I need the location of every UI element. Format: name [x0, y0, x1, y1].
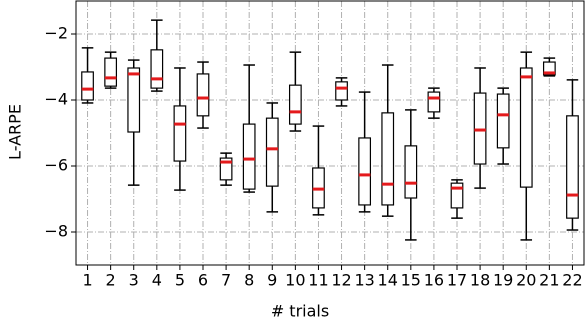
box	[381, 112, 395, 206]
box	[288, 84, 302, 125]
x-tick-label: 12	[331, 271, 351, 290]
box	[242, 123, 256, 190]
y-axis-label: L-ARPE	[6, 104, 25, 160]
x-tick-label: 11	[308, 271, 328, 290]
x-tick-label: 2	[106, 271, 116, 290]
x-tick-label: 22	[562, 271, 582, 290]
y-tick-label: −8	[44, 222, 68, 241]
x-tick-label: 10	[285, 271, 305, 290]
box	[150, 49, 164, 89]
x-tick-label: 1	[82, 271, 92, 290]
x-tick-label: 17	[447, 271, 467, 290]
x-tick-label: 9	[267, 271, 277, 290]
box	[427, 91, 441, 113]
x-tick-label: 7	[221, 271, 231, 290]
x-tick-label: 21	[539, 271, 559, 290]
box	[496, 93, 510, 149]
box	[519, 67, 533, 188]
x-tick-label: 13	[354, 271, 374, 290]
x-tick-label: 20	[516, 271, 536, 290]
x-tick-label: 14	[378, 271, 398, 290]
y-tick-label: −4	[44, 90, 68, 109]
y-tick-label: −2	[44, 24, 68, 43]
box	[566, 115, 579, 219]
box	[450, 182, 464, 209]
x-tick-label: 18	[470, 271, 490, 290]
x-tick-label: 6	[198, 271, 208, 290]
x-axis-label: # trials	[271, 302, 329, 321]
box	[219, 157, 233, 181]
box	[335, 81, 348, 101]
x-tick-label: 15	[401, 271, 421, 290]
box	[265, 117, 279, 187]
y-tick-label: −6	[44, 156, 68, 175]
box	[173, 105, 187, 162]
x-tick-label: 16	[424, 271, 444, 290]
x-tick-label: 5	[175, 271, 185, 290]
box	[81, 71, 94, 101]
plot-frame	[75, 0, 585, 266]
x-tick-label: 8	[244, 271, 254, 290]
box	[196, 73, 210, 117]
box	[404, 145, 418, 199]
box	[127, 67, 141, 133]
box	[542, 61, 556, 76]
box	[358, 137, 372, 206]
x-tick-label: 3	[129, 271, 139, 290]
x-tick-label: 19	[493, 271, 513, 290]
box	[104, 57, 118, 87]
x-tick-label: 4	[152, 271, 162, 290]
